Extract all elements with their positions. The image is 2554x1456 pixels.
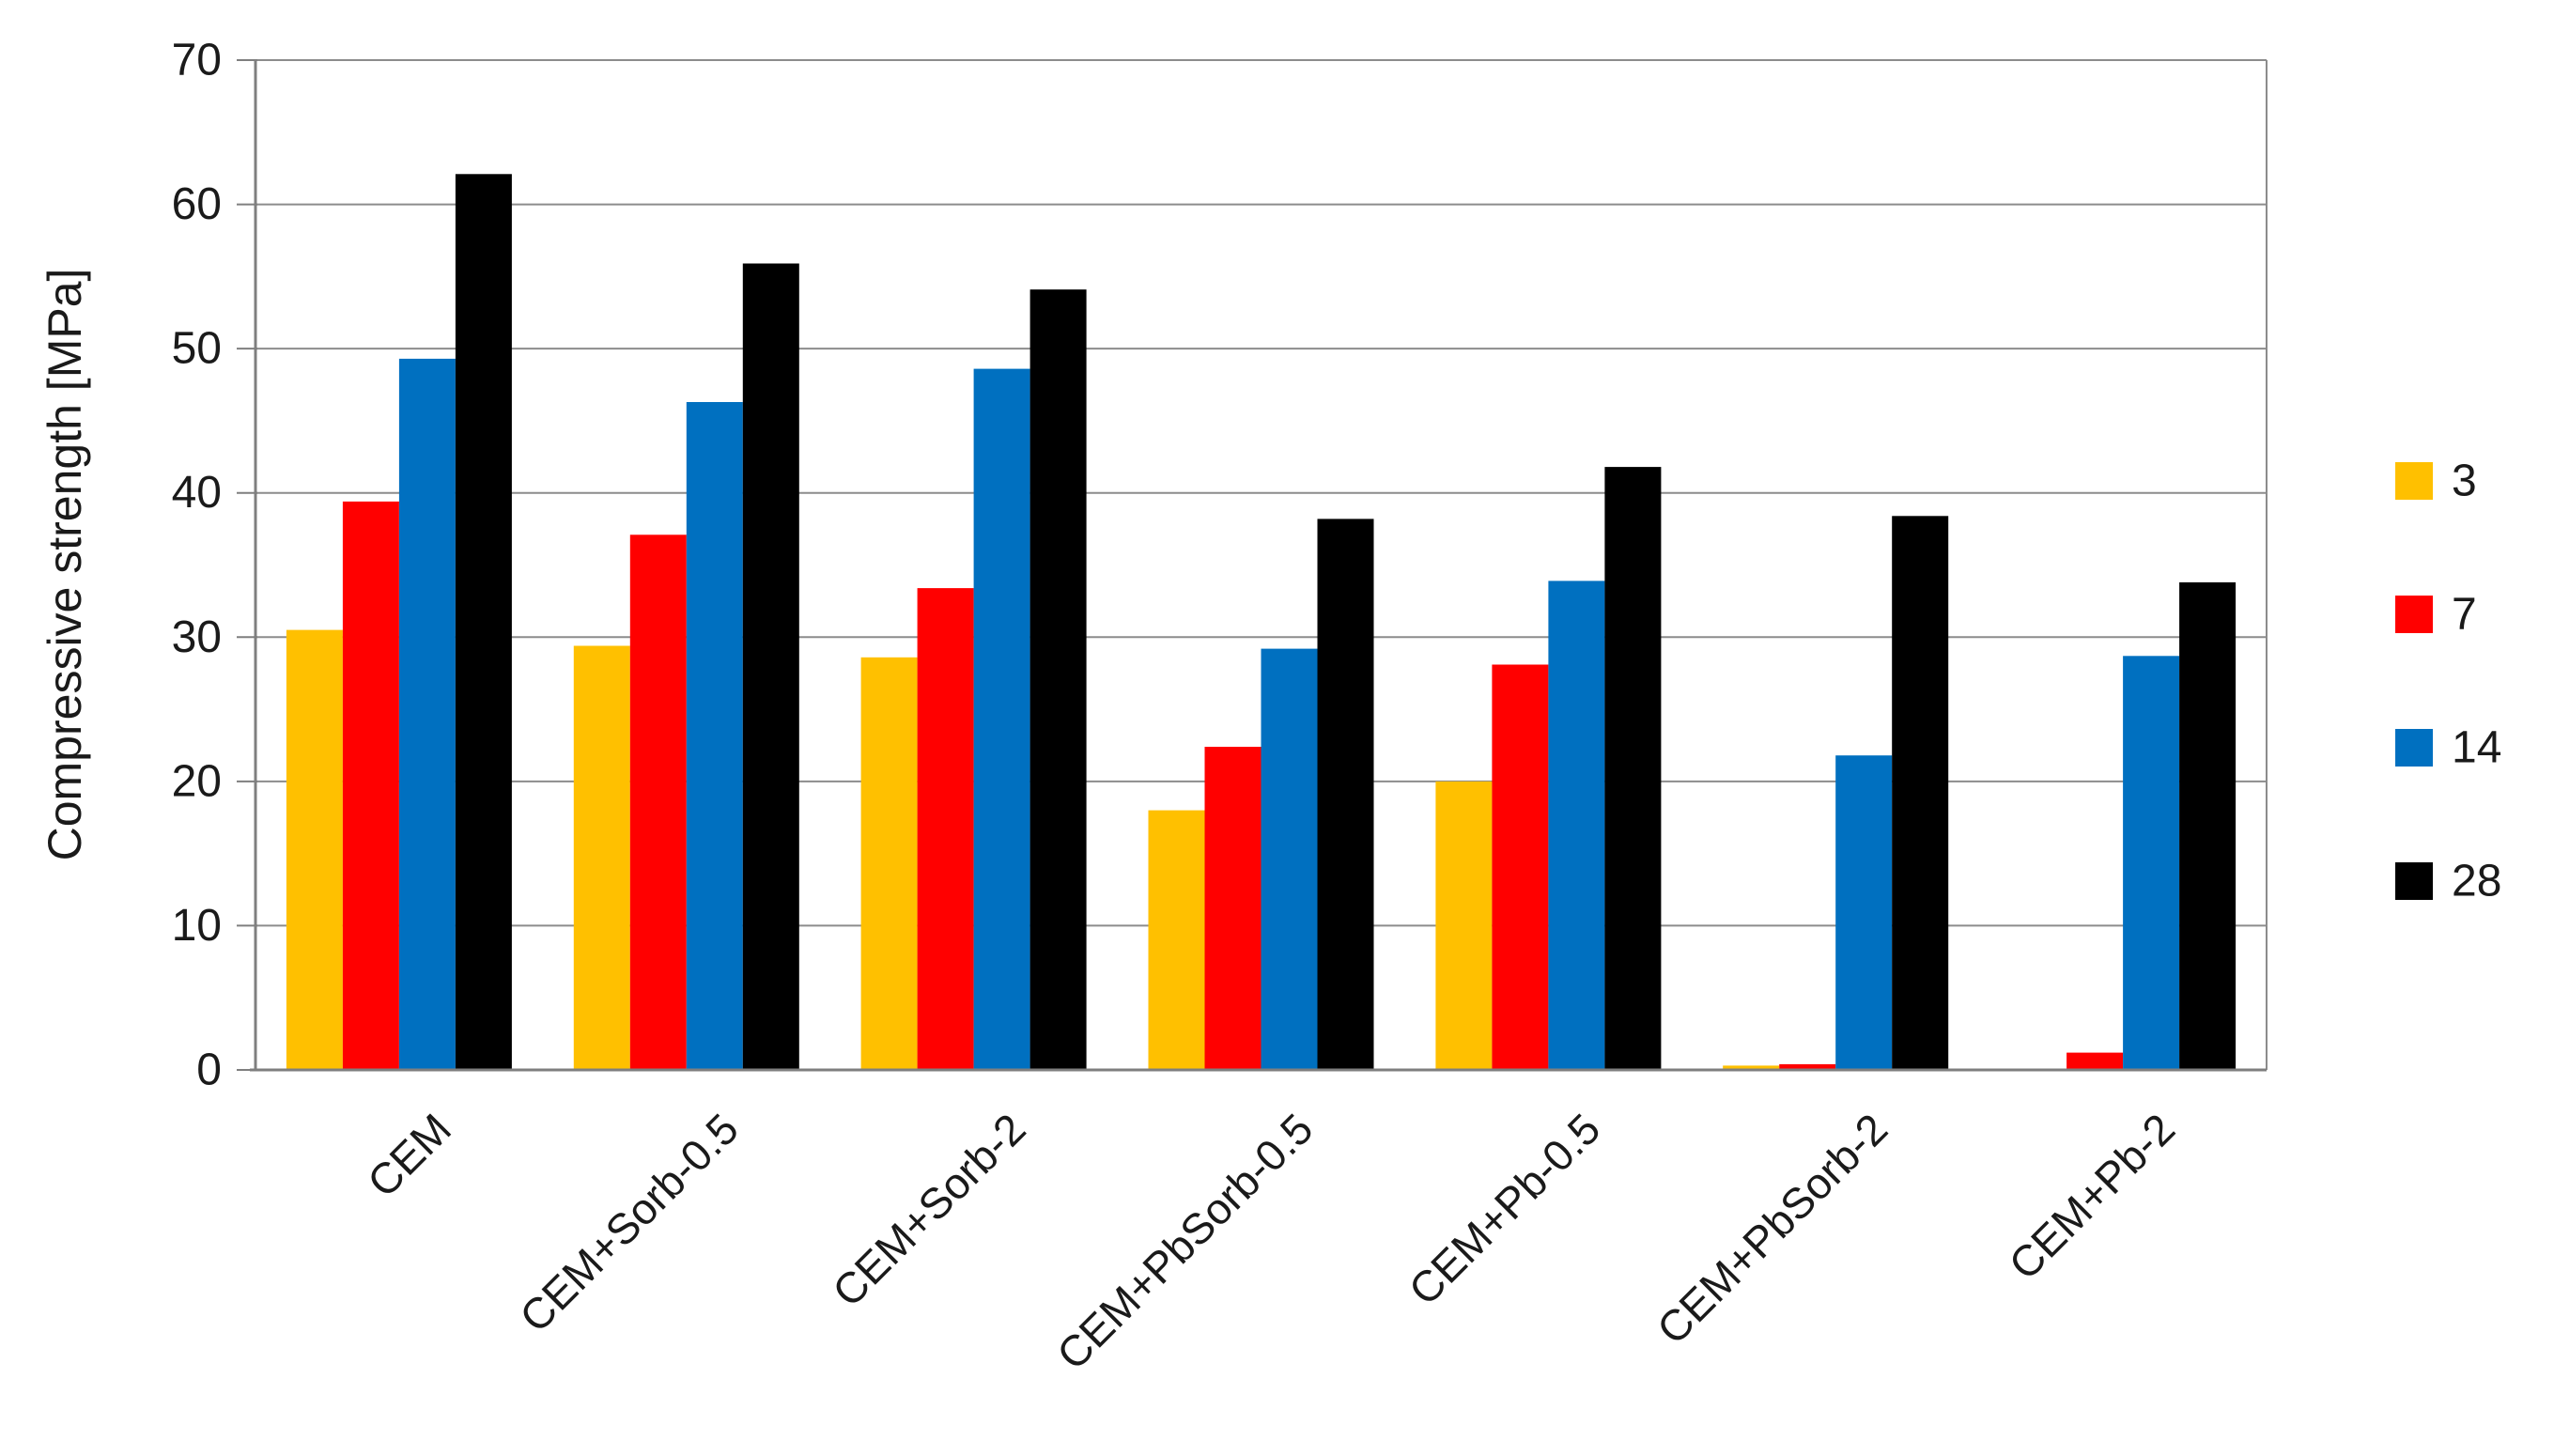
y-tick-label: 30 [172, 612, 222, 662]
x-category-label: CEM+Sorb-0.5 [510, 1104, 748, 1341]
legend-swatch [2395, 462, 2433, 500]
bar [573, 645, 630, 1070]
y-tick-label: 50 [172, 324, 222, 374]
bar [1435, 781, 1493, 1070]
bar [286, 629, 343, 1070]
bars-layer [286, 174, 2237, 1071]
legend-item: 14 [2395, 723, 2501, 773]
y-axis-title: Compressive strength [MPa] [39, 269, 91, 861]
legend-label: 7 [2452, 590, 2477, 640]
x-category-label: CEM+Pb-2 [1999, 1104, 2184, 1289]
x-category-label: CEM+PbSorb-0.5 [1047, 1104, 1323, 1379]
y-tick-label: 10 [172, 901, 222, 951]
legend: 3 7 14 28 [2395, 457, 2501, 906]
bar [860, 657, 918, 1070]
y-tick-label: 40 [172, 468, 222, 518]
bar [2179, 581, 2237, 1070]
y-tick-label: 0 [196, 1046, 222, 1095]
bar [742, 263, 799, 1070]
legend-item: 28 [2395, 857, 2501, 906]
bar [1204, 747, 1262, 1070]
x-category-label: CEM+Pb-0.5 [1400, 1104, 1610, 1314]
bar [1029, 289, 1087, 1070]
bar [917, 588, 974, 1070]
legend-item: 3 [2395, 457, 2477, 506]
y-tick-label: 20 [172, 756, 222, 806]
bar [1148, 810, 1205, 1070]
legend-label: 28 [2452, 857, 2501, 906]
x-category-label: CEM [358, 1104, 460, 1206]
bar [1317, 519, 1374, 1070]
legend-label: 14 [2452, 723, 2501, 773]
bar [342, 501, 399, 1070]
bar [629, 534, 687, 1071]
bar [2066, 1052, 2124, 1070]
y-tick-label: 70 [172, 36, 222, 85]
bar [686, 402, 743, 1070]
bar [398, 358, 456, 1070]
bar [1723, 1065, 1780, 1070]
bar [1835, 755, 1893, 1070]
bar [1548, 581, 1605, 1070]
x-category-label: CEM+Sorb-2 [823, 1104, 1035, 1316]
bar [455, 174, 512, 1071]
y-tick-labels-layer: 0 10 20 30 40 50 60 70 [172, 36, 222, 1095]
bar [1261, 648, 1318, 1070]
bar [1492, 664, 1549, 1070]
x-category-label: CEM+PbSorb-2 [1648, 1104, 1896, 1353]
bar [1779, 1063, 1836, 1070]
legend-item: 7 [2395, 590, 2477, 640]
legend-label: 3 [2452, 457, 2477, 506]
axes-layer [237, 59, 2267, 1072]
bar [1604, 467, 1662, 1071]
bar [2123, 656, 2180, 1071]
bar [1892, 516, 1949, 1070]
legend-swatch [2395, 729, 2433, 767]
x-category-labels-layer: CEM CEM+Sorb-0.5 CEM+Sorb-2 CEM+PbSorb-0.5 C… [358, 1104, 2184, 1379]
bar [973, 368, 1030, 1071]
legend-swatch [2395, 596, 2433, 633]
legend-swatch [2395, 862, 2433, 900]
y-tick-label: 60 [172, 179, 222, 229]
